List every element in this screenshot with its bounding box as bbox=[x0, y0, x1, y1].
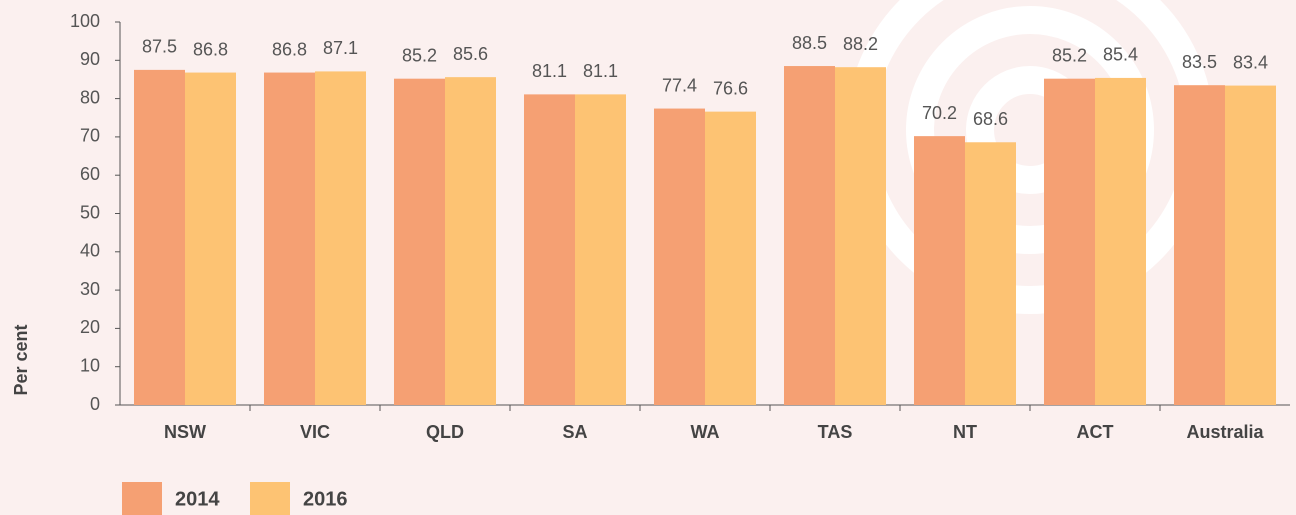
x-tick-label: QLD bbox=[426, 422, 464, 442]
value-label: 88.2 bbox=[843, 34, 878, 54]
value-label: 77.4 bbox=[662, 75, 697, 95]
y-tick-label: 30 bbox=[80, 279, 100, 299]
bar bbox=[394, 78, 445, 406]
value-label: 81.1 bbox=[532, 61, 567, 81]
legend-swatch bbox=[250, 482, 290, 515]
value-label: 87.5 bbox=[142, 37, 177, 57]
value-label: 87.1 bbox=[323, 38, 358, 58]
value-label: 81.1 bbox=[583, 61, 618, 81]
bar bbox=[914, 136, 965, 405]
bar bbox=[185, 72, 236, 405]
bar bbox=[705, 111, 756, 405]
bar bbox=[1174, 85, 1225, 405]
y-tick-label: 40 bbox=[80, 241, 100, 261]
x-tick-label: TAS bbox=[818, 422, 853, 442]
bar bbox=[1095, 77, 1146, 405]
y-tick-label: 0 bbox=[90, 394, 100, 414]
bar bbox=[1225, 85, 1276, 405]
value-label: 86.8 bbox=[193, 39, 228, 59]
legend-swatch bbox=[122, 482, 162, 515]
bar bbox=[1044, 78, 1095, 406]
value-label: 85.4 bbox=[1103, 45, 1138, 65]
y-axis-label: Per cent bbox=[11, 324, 31, 395]
x-tick-label: VIC bbox=[300, 422, 330, 442]
value-label: 85.2 bbox=[402, 45, 437, 65]
y-tick-label: 80 bbox=[80, 87, 100, 107]
decoration bbox=[846, 0, 1214, 314]
value-label: 70.2 bbox=[922, 103, 957, 123]
value-label: 88.5 bbox=[792, 33, 827, 53]
bar bbox=[654, 108, 705, 406]
y-tick-label: 50 bbox=[80, 202, 100, 222]
bar bbox=[784, 66, 835, 406]
x-tick-label: NSW bbox=[164, 422, 206, 442]
bar bbox=[315, 71, 366, 406]
value-label: 68.6 bbox=[973, 109, 1008, 129]
value-label: 83.5 bbox=[1182, 52, 1217, 72]
bar bbox=[445, 77, 496, 405]
value-label: 85.2 bbox=[1052, 45, 1087, 65]
x-tick-label: Australia bbox=[1186, 422, 1264, 442]
bar bbox=[835, 67, 886, 405]
bar bbox=[575, 94, 626, 406]
value-label: 83.4 bbox=[1233, 52, 1268, 72]
bar bbox=[524, 94, 575, 406]
y-tick-label: 60 bbox=[80, 164, 100, 184]
value-label: 86.8 bbox=[272, 39, 307, 59]
bar bbox=[264, 72, 315, 405]
x-tick-label: SA bbox=[562, 422, 587, 442]
x-tick-label: WA bbox=[691, 422, 720, 442]
legend-label: 2014 bbox=[175, 488, 220, 510]
x-tick-label: ACT bbox=[1077, 422, 1114, 442]
y-tick-label: 100 bbox=[70, 11, 100, 31]
legend-label: 2016 bbox=[303, 488, 348, 510]
bar bbox=[965, 142, 1016, 405]
y-tick-label: 90 bbox=[80, 49, 100, 69]
value-label: 85.6 bbox=[453, 44, 488, 64]
x-tick-label: NT bbox=[953, 422, 977, 442]
bar bbox=[134, 69, 185, 405]
y-tick-label: 10 bbox=[80, 355, 100, 375]
value-label: 76.6 bbox=[713, 78, 748, 98]
y-tick-label: 20 bbox=[80, 317, 100, 337]
y-tick-label: 70 bbox=[80, 126, 100, 146]
